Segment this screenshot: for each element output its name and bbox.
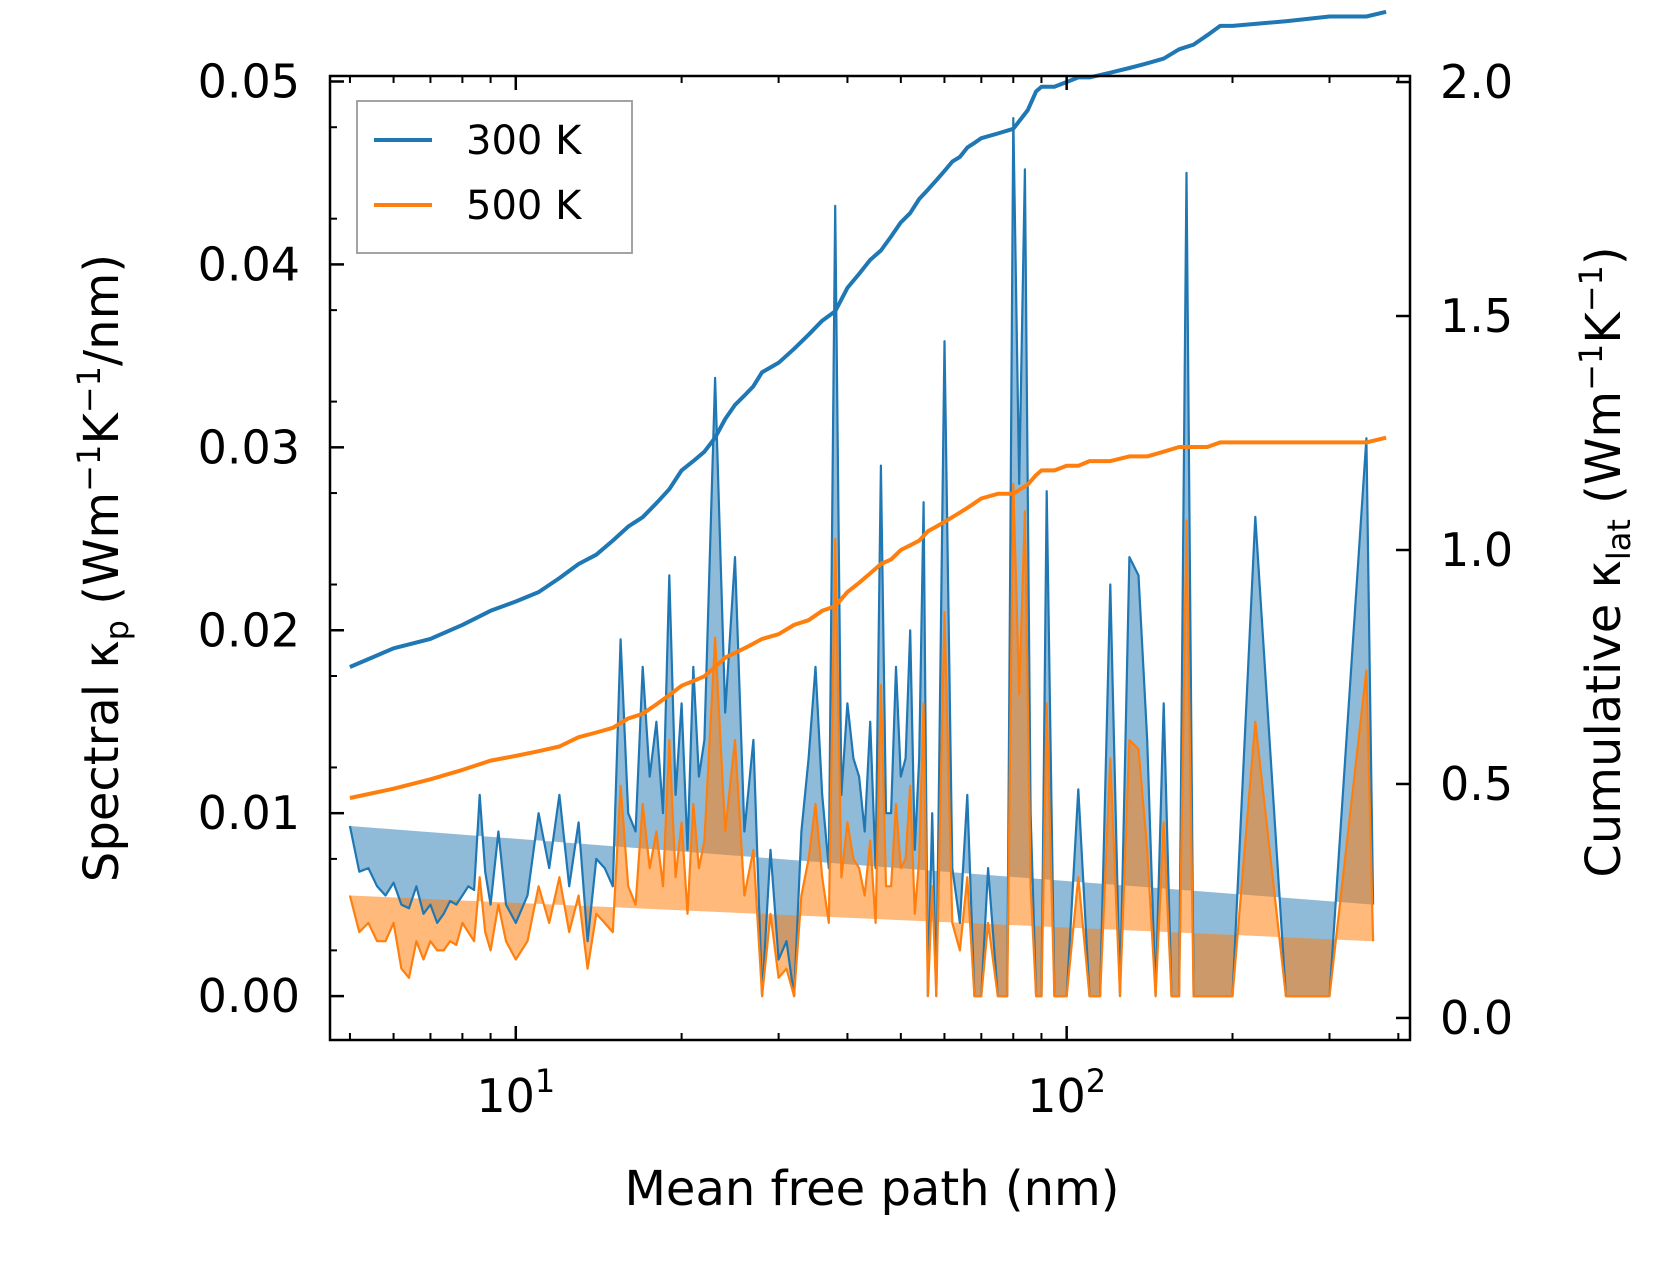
cumulative-lines [349,9,1387,800]
left-y-axis-title-main: Spectral κ [74,640,130,882]
right-y-tick-label: 2.0 [1440,55,1513,109]
right-y-tick-label: 1.5 [1440,289,1513,343]
left-y-axis-title-sub: p [98,620,136,640]
spectral-line-500k [348,482,1375,998]
spectral-lines [348,116,1375,998]
left-y-tick-label: 0.02 [198,603,300,657]
left-y-axis-title-sup2: −1 [70,366,108,413]
right-y-axis-ticks: 0.0 0.5 1.0 1.5 2.0 [1396,55,1513,1045]
right-y-tick-label: 1.0 [1440,523,1513,577]
x-axis-title: Mean free path (nm) [625,1161,1120,1217]
x-tick-label-base: 10 [476,1069,535,1123]
right-y-axis-title-sup1: −1 [1572,344,1610,391]
right-y-axis-title: Cumulative κlat (Wm−1K−1) [1572,246,1638,877]
x-axis-ticks: 101 102 [348,76,1400,1123]
legend-label-300k: 300 K [466,118,583,164]
left-y-axis-title-unit-suffix: /nm) [74,254,130,366]
left-y-axis-title: Spectral κp (Wm−1K−1/nm) [70,254,136,882]
legend-label-500k: 500 K [466,183,583,229]
spectral-fill-300k [349,118,1374,997]
left-y-tick-label: 0.03 [198,420,300,474]
legend: 300 K 500 K [356,100,633,254]
spectral-fills [349,118,1374,997]
x-tick-label-exponent: 2 [1086,1062,1106,1100]
spectral-line-300k [348,116,1375,998]
cumulative-line-300k [349,9,1387,669]
left-y-tick-label: 0.05 [198,54,300,108]
left-y-axis-title-unit-mid: K [74,412,130,445]
right-y-axis-title-sub: lat [1600,519,1638,560]
x-tick-label: 101 [476,1062,555,1123]
spectral-fill-500k [349,483,1374,997]
left-y-axis-ticks: 0.00 0.01 0.02 0.03 0.04 0.05 [198,54,344,1023]
cumulative-line-500k [349,435,1387,800]
left-y-tick-label: 0.04 [198,237,300,291]
x-tick-label-exponent: 1 [535,1062,555,1100]
plot-frame [328,74,1412,1042]
right-y-axis-title-unit-prefix: (Wm [1576,391,1632,519]
legend-frame [356,100,633,254]
right-y-axis-title-main: Cumulative κ [1576,560,1632,878]
right-y-axis-title-unit-mid: K [1576,311,1632,344]
left-y-tick-label: 0.01 [198,786,300,840]
right-y-axis-title-sup2: −1 [1572,265,1610,312]
left-y-tick-label: 0.00 [198,969,300,1023]
x-tick-label-base: 10 [1027,1069,1086,1123]
right-y-axis-title-unit-suffix: ) [1576,246,1632,265]
left-y-axis-title-unit-prefix: (Wm [74,492,130,620]
right-y-tick-label: 0.0 [1440,991,1513,1045]
right-y-tick-label: 0.5 [1440,757,1513,811]
x-tick-label: 102 [1027,1062,1106,1123]
left-y-axis-title-sup1: −1 [70,445,108,492]
